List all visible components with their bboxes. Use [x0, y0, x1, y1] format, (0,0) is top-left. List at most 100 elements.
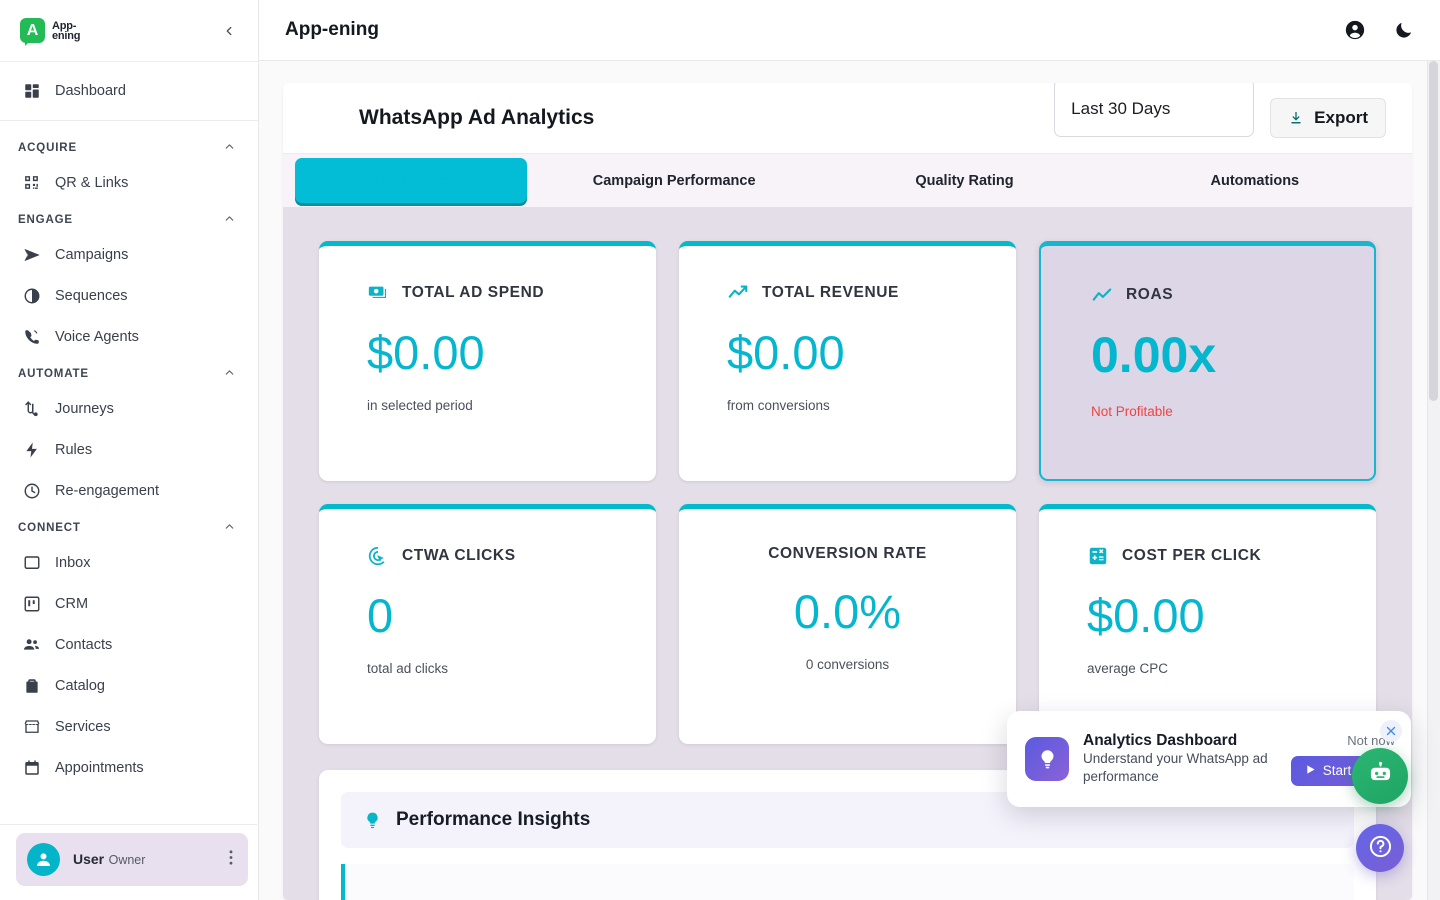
brand-mark-icon: A — [20, 18, 45, 46]
tab-label: Automations — [1210, 172, 1300, 189]
clock-icon — [22, 481, 41, 500]
account-circle-icon[interactable] — [1344, 19, 1366, 41]
sidebar-item-label: Dashboard — [55, 82, 126, 99]
metric-card-conversion-rate[interactable]: CONVERSION RATE 0.0% 0 conversions — [679, 504, 1016, 744]
tour-toast: Analytics Dashboard Understand your What… — [1007, 711, 1411, 807]
insight-row — [341, 864, 1354, 900]
tab-label: Quality Rating — [915, 172, 1014, 189]
status-badge: Not Profitable — [1091, 404, 1173, 419]
lightbulb-icon — [363, 811, 382, 830]
sidebar-item-crm[interactable]: CRM — [0, 583, 258, 624]
metric-card-cost-per-click[interactable]: COST PER CLICK $0.00 average CPC — [1039, 504, 1376, 744]
sidebar-item-label: Campaigns — [55, 246, 129, 263]
lightbulb-icon — [1025, 737, 1069, 781]
date-range-select[interactable]: Last 30 Days — [1054, 83, 1255, 137]
brand-name: App- ening — [52, 19, 81, 42]
sidebar-item-label: Voice Agents — [55, 328, 139, 345]
user-profile-card[interactable]: User Owner — [16, 833, 248, 886]
metric-label: ROAS — [1126, 286, 1174, 303]
metric-label-row: CONVERSION RATE — [679, 545, 1016, 563]
close-x-icon[interactable] — [1380, 720, 1402, 742]
sidebar-item-journeys[interactable]: Journeys — [0, 388, 258, 429]
sidebar-item-label: Catalog — [55, 677, 105, 694]
tab-ad-analytics[interactable]: Ad Analytics — [295, 158, 527, 203]
user-avatar-icon — [27, 843, 60, 876]
sidebar-item-services[interactable]: Services — [0, 706, 258, 747]
sidebar-section-connect[interactable]: CONNECT — [0, 511, 258, 542]
tab-quality-rating[interactable]: Quality Rating — [819, 154, 1109, 207]
chevron-up-icon — [223, 140, 236, 155]
sidebar-item-label: Inbox — [55, 554, 91, 571]
trending-up-icon — [727, 282, 749, 304]
sidebar-primary-nav: Dashboard — [0, 62, 258, 121]
sidebar-item-dashboard[interactable]: Dashboard — [0, 70, 258, 111]
toast-title: Analytics Dashboard — [1083, 732, 1238, 749]
sidebar-item-re-engagement[interactable]: Re-engagement — [0, 470, 258, 511]
sidebar-item-sequences[interactable]: Sequences — [0, 275, 258, 316]
sidebar-item-qr-links[interactable]: QR & Links — [0, 162, 258, 203]
metric-label-row: TOTAL AD SPEND — [367, 282, 656, 304]
metric-card-ctwa-clicks[interactable]: CTWA CLICKS 0 total ad clicks — [319, 504, 656, 744]
bag-icon — [22, 676, 41, 695]
tab-label: Ad Analytics — [367, 172, 455, 189]
tab-campaign-performance[interactable]: Campaign Performance — [529, 154, 819, 207]
metric-label: CTWA CLICKS — [402, 547, 516, 564]
metric-label: CONVERSION RATE — [768, 545, 927, 562]
kanban-board-icon — [22, 594, 41, 613]
scrollbar-thumb[interactable] — [1429, 61, 1438, 401]
main-scrollbar[interactable] — [1427, 61, 1440, 900]
tab-automations[interactable]: Automations — [1110, 154, 1400, 207]
metric-label-row: TOTAL REVENUE — [727, 282, 1016, 304]
metric-subtext: average CPC — [1087, 661, 1169, 676]
sidebar-item-campaigns[interactable]: Campaigns — [0, 234, 258, 275]
brand-name-line1: App- — [52, 19, 77, 32]
sidebar-scroll-area[interactable]: ACQUIRE QR & Links ENGAGE — [0, 121, 258, 900]
qr-code-icon — [22, 173, 41, 192]
metric-label-row: CTWA CLICKS — [367, 545, 656, 567]
panel-header-actions: Last 30 Days Export — [1054, 83, 1386, 147]
chevron-up-icon — [223, 212, 236, 227]
brand-name-line2: ening — [52, 29, 81, 42]
help-fab[interactable] — [1356, 824, 1404, 872]
people-icon — [22, 635, 41, 654]
chatbot-fab[interactable] — [1352, 748, 1408, 804]
metric-value: 0.0% — [793, 585, 902, 638]
sidebar-item-contacts[interactable]: Contacts — [0, 624, 258, 665]
brand-logo[interactable]: A App- ening — [20, 18, 81, 46]
sidebar-section-engage[interactable]: ENGAGE — [0, 203, 258, 234]
export-button[interactable]: Export — [1270, 98, 1386, 138]
robot-icon — [1367, 761, 1394, 791]
metric-value: 0.00x — [1091, 327, 1217, 383]
section-title: AUTOMATE — [18, 367, 89, 380]
topbar: App-ening — [259, 0, 1440, 61]
analytics-tabs: Ad Analytics Campaign Performance Qualit… — [283, 153, 1412, 207]
metric-card-total-ad-spend[interactable]: TOTAL AD SPEND $0.00 in selected period — [319, 241, 656, 481]
metric-subtext: 0 conversions — [805, 657, 890, 672]
sidebar-item-voice-agents[interactable]: Voice Agents — [0, 316, 258, 357]
moon-dark-mode-icon[interactable] — [1394, 20, 1414, 40]
sidebar-section-acquire[interactable]: ACQUIRE — [0, 131, 258, 162]
panel-title: WhatsApp Ad Analytics — [359, 106, 595, 129]
metric-card-total-revenue[interactable]: TOTAL REVENUE $0.00 from conversions — [679, 241, 1016, 481]
sidebar-section-automate[interactable]: AUTOMATE — [0, 357, 258, 388]
metric-subtext: total ad clicks — [367, 661, 449, 676]
sidebar-item-catalog[interactable]: Catalog — [0, 665, 258, 706]
analytics-panel: WhatsApp Ad Analytics Last 30 Days Expor… — [283, 83, 1412, 900]
metric-card-roas[interactable]: ROAS 0.00x Not Profitable — [1039, 241, 1376, 481]
chevron-left-icon[interactable] — [218, 20, 240, 42]
sidebar-item-label: Contacts — [55, 636, 113, 653]
half-circle-icon — [22, 286, 41, 305]
chevron-up-icon — [223, 520, 236, 535]
sidebar-item-appointments[interactable]: Appointments — [0, 747, 258, 788]
kebab-menu-icon[interactable] — [225, 849, 237, 870]
sidebar-item-label: Rules — [55, 441, 93, 458]
page-title: App-ening — [285, 19, 379, 40]
sidebar-item-label: Sequences — [55, 287, 128, 304]
performance-insights-title: Performance Insights — [396, 809, 591, 830]
tab-label: Campaign Performance — [592, 172, 756, 189]
user-role: Owner — [108, 852, 146, 867]
sidebar-item-inbox[interactable]: Inbox — [0, 542, 258, 583]
sidebar-item-rules[interactable]: Rules — [0, 429, 258, 470]
journey-path-icon — [22, 399, 41, 418]
metric-value: 0 — [367, 589, 394, 642]
